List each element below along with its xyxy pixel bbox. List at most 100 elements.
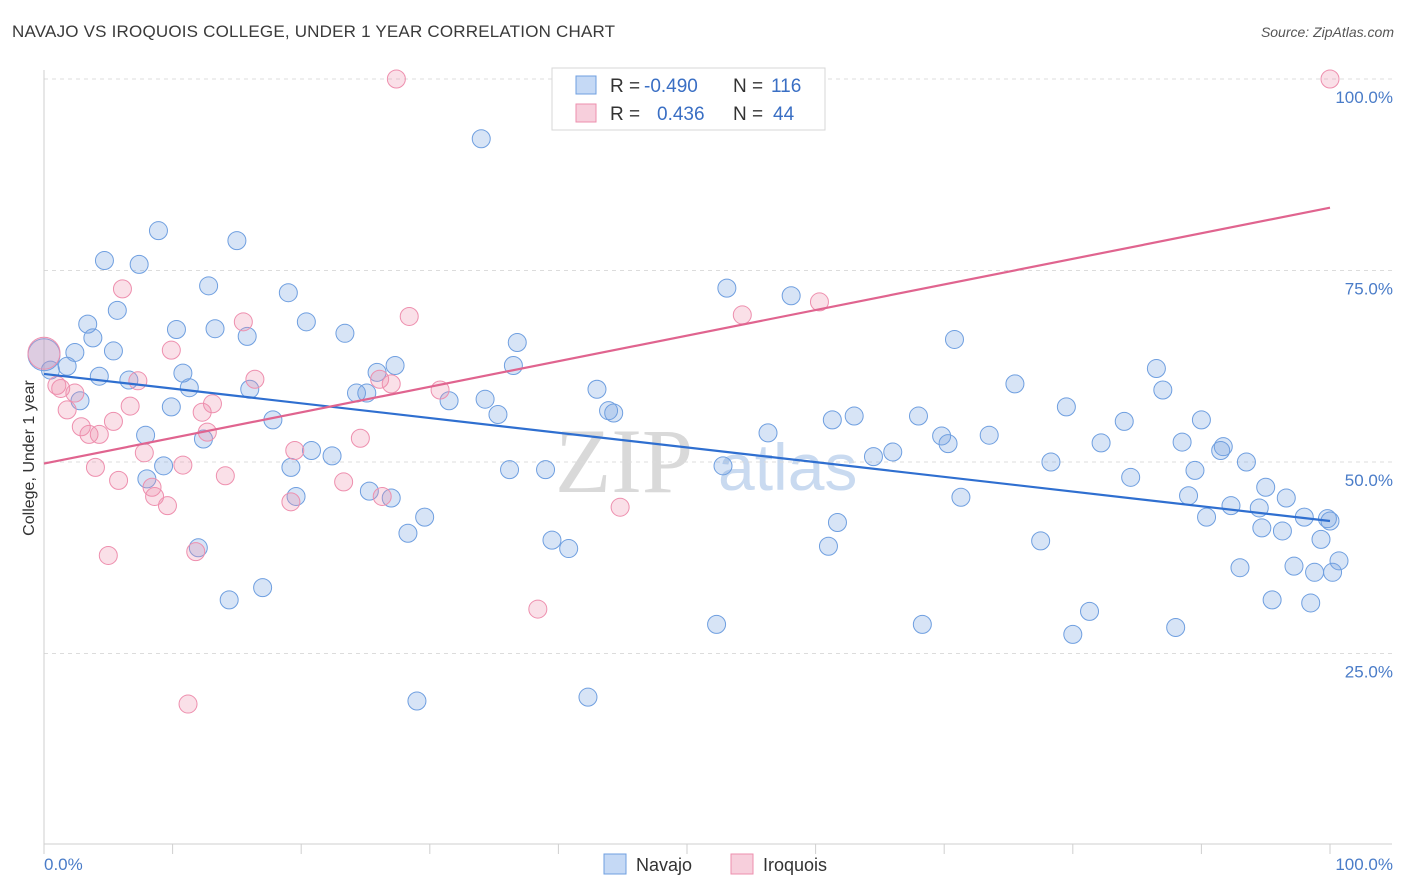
point-navajo bbox=[938, 434, 958, 454]
point-navajo bbox=[281, 457, 301, 477]
point-navajo bbox=[475, 389, 495, 409]
legend-r-label-iroquois: R = bbox=[610, 104, 640, 125]
point-navajo bbox=[1323, 562, 1343, 582]
point-navajo bbox=[385, 355, 405, 375]
point-navajo bbox=[827, 513, 847, 533]
chart-title: NAVAJO VS IROQUOIS COLLEGE, UNDER 1 YEAR… bbox=[12, 22, 616, 41]
point-navajo bbox=[1146, 359, 1166, 379]
source-label: Source: ZipAtlas.com bbox=[1260, 24, 1394, 40]
point-iroquois bbox=[98, 545, 118, 565]
point-iroquois bbox=[27, 336, 61, 370]
point-navajo bbox=[129, 254, 149, 274]
point-navajo bbox=[301, 441, 321, 461]
point-iroquois bbox=[112, 279, 132, 299]
point-navajo bbox=[488, 405, 508, 425]
point-navajo bbox=[507, 333, 527, 353]
point-navajo bbox=[1236, 452, 1256, 472]
point-navajo bbox=[199, 276, 219, 296]
point-navajo bbox=[758, 423, 778, 443]
y-tick-label: 75.0% bbox=[1345, 280, 1393, 299]
point-navajo bbox=[286, 486, 306, 506]
x-tick-label: 100.0% bbox=[1335, 855, 1393, 874]
point-iroquois bbox=[103, 411, 123, 431]
legend-r-value-navajo: -0.490 bbox=[644, 76, 698, 97]
point-navajo bbox=[1284, 556, 1304, 576]
legend-r-value-iroquois: 0.436 bbox=[657, 104, 705, 125]
point-navajo bbox=[398, 523, 418, 543]
point-navajo bbox=[1197, 507, 1217, 527]
point-navajo bbox=[407, 691, 427, 711]
trend-lines bbox=[43, 206, 1331, 523]
point-navajo bbox=[599, 401, 619, 421]
point-navajo bbox=[1063, 624, 1083, 644]
point-iroquois bbox=[202, 394, 222, 414]
legend-n-value-navajo: 116 bbox=[771, 76, 801, 97]
point-navajo bbox=[1080, 601, 1100, 621]
point-navajo bbox=[979, 425, 999, 445]
point-iroquois bbox=[245, 369, 265, 389]
point-iroquois bbox=[65, 383, 85, 403]
bottom-legend-label-iroquois: Iroquois bbox=[763, 855, 827, 875]
point-navajo bbox=[227, 231, 247, 251]
y-tick-label: 100.0% bbox=[1335, 88, 1393, 107]
legend-swatch-iroquois bbox=[575, 103, 597, 123]
point-navajo bbox=[89, 366, 109, 386]
point-iroquois bbox=[109, 470, 129, 490]
point-iroquois bbox=[173, 455, 193, 475]
point-navajo bbox=[1005, 374, 1025, 394]
point-navajo bbox=[713, 456, 733, 476]
point-navajo bbox=[500, 460, 520, 480]
legend-n-label-navajo: N = bbox=[733, 76, 763, 97]
point-iroquois bbox=[134, 443, 154, 463]
watermark-zip: ZIP bbox=[555, 410, 693, 512]
point-navajo bbox=[1153, 380, 1173, 400]
point-navajo bbox=[1056, 397, 1076, 417]
point-navajo bbox=[1252, 518, 1272, 538]
point-iroquois bbox=[1320, 69, 1340, 89]
point-navajo bbox=[604, 403, 624, 423]
point-navajo bbox=[844, 406, 864, 426]
point-navajo bbox=[179, 378, 199, 398]
point-iroquois bbox=[161, 340, 181, 360]
trend-line-navajo bbox=[43, 372, 1331, 523]
gridlines bbox=[44, 78, 1392, 654]
point-iroquois bbox=[178, 694, 198, 714]
point-navajo bbox=[1230, 558, 1250, 578]
point-iroquois bbox=[79, 424, 99, 444]
point-iroquois bbox=[281, 492, 301, 512]
point-navajo bbox=[1305, 562, 1325, 582]
point-iroquois bbox=[372, 486, 392, 506]
point-iroquois bbox=[381, 374, 401, 394]
point-navajo bbox=[103, 341, 123, 361]
point-navajo bbox=[148, 221, 168, 241]
point-navajo bbox=[205, 319, 225, 339]
legend-swatch-navajo bbox=[575, 75, 597, 95]
point-iroquois bbox=[350, 428, 370, 448]
point-iroquois bbox=[128, 371, 148, 391]
point-navajo bbox=[471, 129, 491, 149]
point-navajo bbox=[944, 329, 964, 349]
point-navajo bbox=[822, 410, 842, 430]
point-navajo bbox=[94, 251, 114, 271]
bottom-legend-swatch-navajo bbox=[603, 853, 627, 875]
point-iroquois bbox=[71, 417, 91, 437]
point-navajo bbox=[1213, 437, 1233, 457]
point-navajo bbox=[781, 286, 801, 306]
point-iroquois bbox=[215, 466, 235, 486]
point-navajo bbox=[1256, 477, 1276, 497]
point-navajo bbox=[65, 342, 85, 362]
point-navajo bbox=[559, 539, 579, 559]
point-navajo bbox=[912, 614, 932, 634]
y-tick-label: 25.0% bbox=[1345, 663, 1393, 682]
point-navajo bbox=[322, 446, 342, 466]
bottom-legend-swatch-iroquois bbox=[730, 853, 754, 875]
point-iroquois bbox=[85, 457, 105, 477]
point-navajo bbox=[1172, 432, 1192, 452]
point-iroquois bbox=[145, 486, 165, 506]
point-navajo bbox=[1091, 433, 1111, 453]
legend-box: R = -0.490 N = 116 R = 0.436 N = 44 bbox=[551, 67, 826, 131]
point-navajo bbox=[296, 312, 316, 332]
point-iroquois bbox=[809, 292, 829, 312]
point-navajo bbox=[908, 406, 928, 426]
